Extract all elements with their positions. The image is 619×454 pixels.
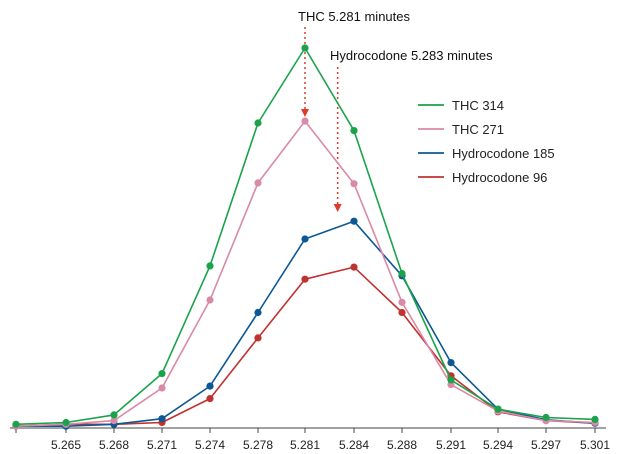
data-point-thc-314 xyxy=(158,370,166,378)
annotation-thc: THC 5.281 minutes xyxy=(298,9,410,24)
series-line-hydrocodone-185 xyxy=(16,220,596,428)
x-tick-label: 5.281 xyxy=(290,438,320,452)
data-point-thc-271 xyxy=(254,179,262,187)
x-tick-label: 5.284 xyxy=(339,438,369,452)
data-point-thc-314 xyxy=(591,415,599,423)
data-point-thc-314 xyxy=(12,420,20,428)
data-point-hydrocodone-185 xyxy=(301,235,309,243)
data-point-thc-314 xyxy=(301,44,309,52)
data-point-thc-314 xyxy=(494,405,502,413)
x-tick-label: 5.291 xyxy=(436,438,466,452)
data-point-thc-314 xyxy=(206,262,214,270)
data-point-hydrocodone-185 xyxy=(350,217,358,225)
data-point-hydrocodone-96 xyxy=(206,395,214,403)
series-line-thc-271 xyxy=(15,120,596,427)
annotations: THC 5.281 minutes Hydrocodone 5.283 minut… xyxy=(298,9,493,212)
x-tick-label: 5.301 xyxy=(580,438,610,452)
data-point-thc-271 xyxy=(158,384,166,392)
data-point-thc-314 xyxy=(254,119,262,127)
legend-label: THC 314 xyxy=(452,98,504,113)
x-tick-label: 5.288 xyxy=(387,438,417,452)
data-point-thc-314 xyxy=(398,269,406,278)
data-point-thc-271 xyxy=(350,180,358,188)
data-point-thc-314 xyxy=(110,411,118,419)
x-axis-ticks: 5.265 5.268 5.271 5.274 5.278 5.281 5.284 5.288… xyxy=(15,428,610,452)
legend-label: Hydrocodone 185 xyxy=(452,146,555,161)
series-group xyxy=(12,44,599,430)
x-tick-label: 5.278 xyxy=(243,438,273,452)
legend-label: THC 271 xyxy=(452,122,504,137)
data-point-thc-314 xyxy=(350,127,358,135)
data-point-hydrocodone-185 xyxy=(447,359,455,367)
data-point-thc-271 xyxy=(110,417,118,425)
legend-label: Hydrocodone 96 xyxy=(452,170,547,185)
data-point-thc-271 xyxy=(206,296,214,304)
data-point-thc-271 xyxy=(398,298,406,306)
x-tick-label: 5.268 xyxy=(99,438,129,452)
data-point-hydrocodone-96 xyxy=(301,275,309,283)
x-tick-label: 5.274 xyxy=(195,438,225,452)
data-point-hydrocodone-185 xyxy=(158,415,166,423)
series-line-hydrocodone-96 xyxy=(15,266,596,427)
data-point-hydrocodone-185 xyxy=(254,308,262,317)
x-tick-label: 5.297 xyxy=(531,438,561,452)
data-point-thc-271 xyxy=(301,117,309,125)
legend: THC 314 THC 271 Hydrocodone 185 Hydrocodone… xyxy=(418,98,555,185)
x-tick-label: 5.294 xyxy=(483,438,513,452)
data-point-thc-314 xyxy=(62,418,70,427)
data-point-hydrocodone-185 xyxy=(206,382,214,390)
data-point-thc-314 xyxy=(542,413,550,422)
annotation-hydrocodone: Hydrocodone 5.283 minutes xyxy=(330,48,493,63)
data-point-hydrocodone-96 xyxy=(398,308,406,317)
data-point-hydrocodone-96 xyxy=(254,334,262,342)
x-tick-label: 5.271 xyxy=(147,438,177,452)
x-tick-label: 5.265 xyxy=(51,438,81,452)
data-point-thc-314 xyxy=(447,376,455,384)
data-point-hydrocodone-96 xyxy=(350,263,358,271)
